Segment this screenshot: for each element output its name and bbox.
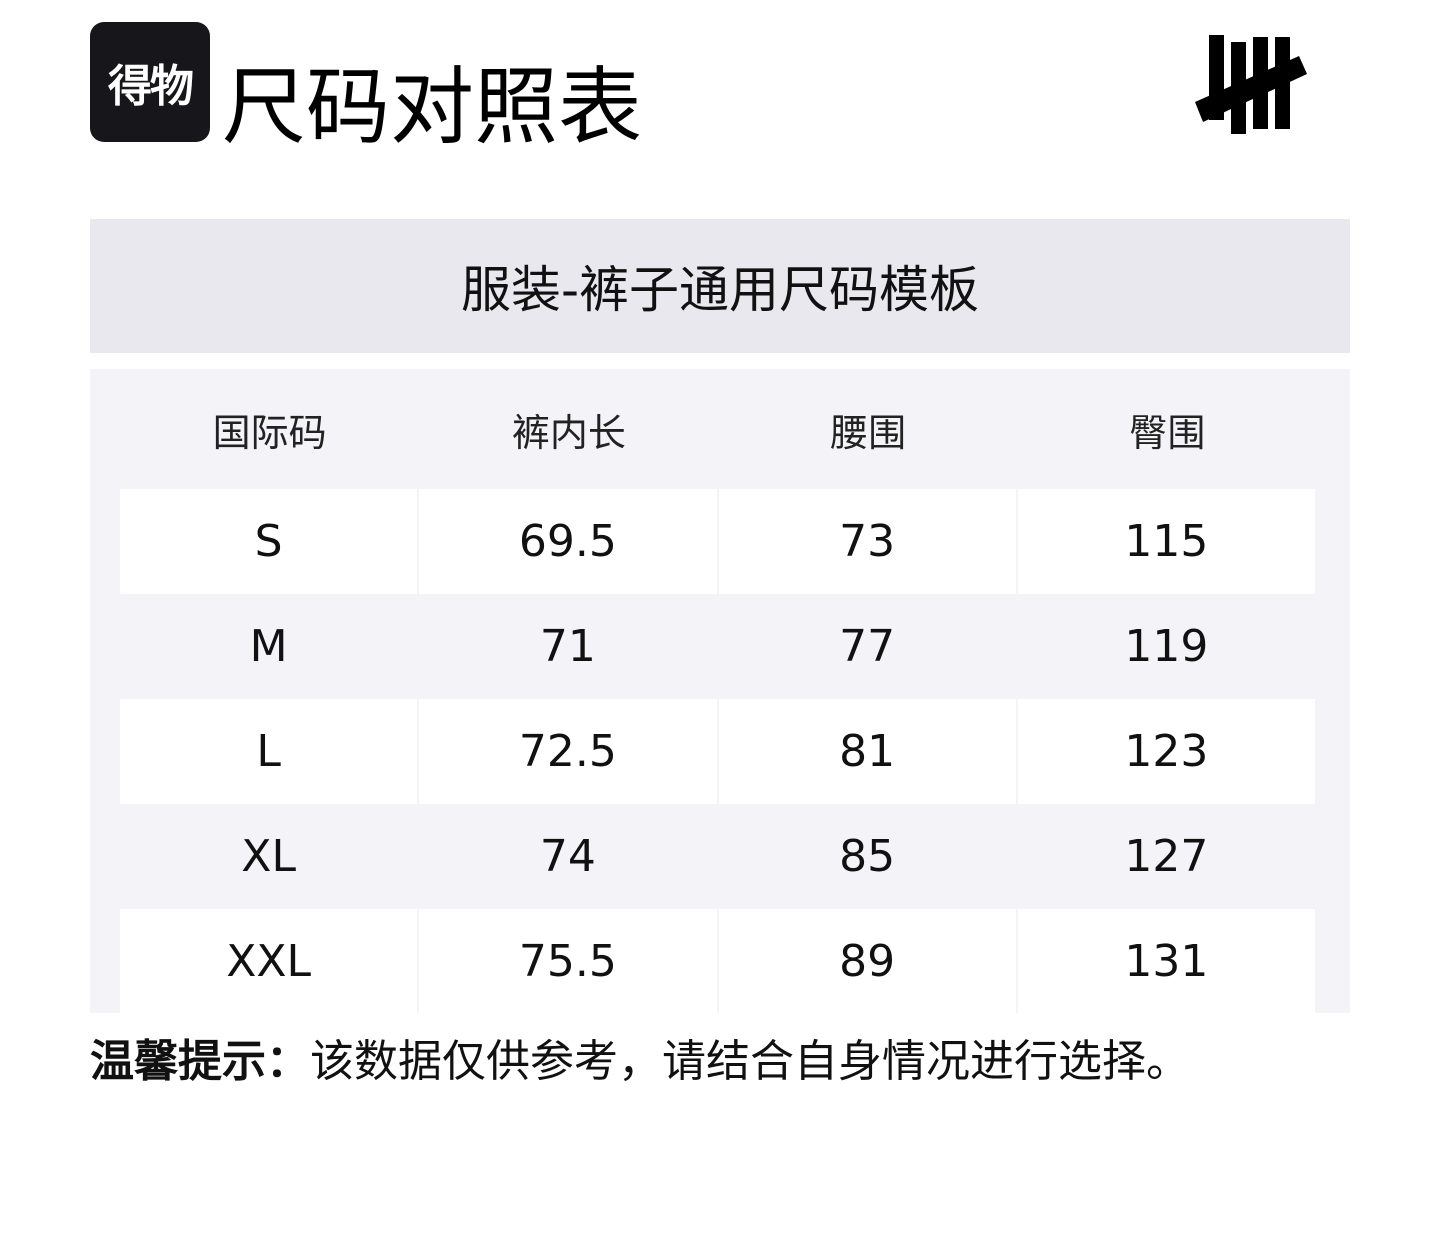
- table-cell: 85: [839, 831, 896, 882]
- table-cell: 75.5: [419, 909, 717, 1014]
- tip-note: 温馨提示：该数据仅供参考，请结合自身情况进行选择。: [90, 1032, 1190, 1092]
- table-cell: 123: [1017, 699, 1315, 804]
- table-cell: M: [249, 621, 288, 672]
- table-cell: 74: [539, 831, 596, 882]
- table-cell: S: [120, 489, 418, 594]
- logo-text: 得物: [108, 61, 194, 112]
- tip-text: 该数据仅供参考，请结合自身情况进行选择。: [310, 1036, 1190, 1087]
- template-title: 服装-裤子通用尺码模板: [90, 219, 1350, 353]
- table-cell: 73: [718, 489, 1016, 594]
- table-cell: 77: [839, 621, 896, 672]
- column-header: 腰围: [830, 410, 907, 455]
- table-cell: 119: [1124, 621, 1209, 672]
- table-row: M 71 77 119: [120, 594, 1317, 699]
- table-cell: 72.5: [419, 699, 717, 804]
- table-cell: XXL: [120, 909, 418, 1014]
- table-cell: L: [120, 699, 418, 804]
- dewu-logo: 得物: [90, 22, 210, 142]
- table-cell: 81: [718, 699, 1016, 804]
- table-row: L 72.5 81 123: [120, 699, 1317, 804]
- table-cell: XL: [241, 831, 296, 882]
- page-title: 尺码对照表: [222, 58, 643, 156]
- size-table: 国际码 裤内长 腰围 臀围 S 69.5 73 115 M 71 77 119 L 72.5 81 1…: [90, 369, 1350, 1014]
- table-row: S 69.5 73 115: [120, 489, 1317, 594]
- table-cell: 131: [1017, 909, 1315, 1014]
- column-header: 裤内长: [511, 410, 626, 455]
- table-cell: 127: [1124, 831, 1209, 882]
- table-row: XXL 75.5 89 131: [120, 909, 1317, 1014]
- tip-label: 温馨提示：: [90, 1036, 310, 1087]
- table-cell: 71: [539, 621, 596, 672]
- table-row: XL 74 85 127: [120, 804, 1317, 909]
- column-header: 国际码: [212, 410, 327, 455]
- table-cell: 69.5: [419, 489, 717, 594]
- brand-logo-icon: [1195, 35, 1307, 134]
- table-cell: 115: [1017, 489, 1315, 594]
- table-header: 国际码 裤内长 腰围 臀围: [120, 369, 1317, 489]
- column-header: 臀围: [1129, 410, 1206, 455]
- table-cell: 89: [718, 909, 1016, 1014]
